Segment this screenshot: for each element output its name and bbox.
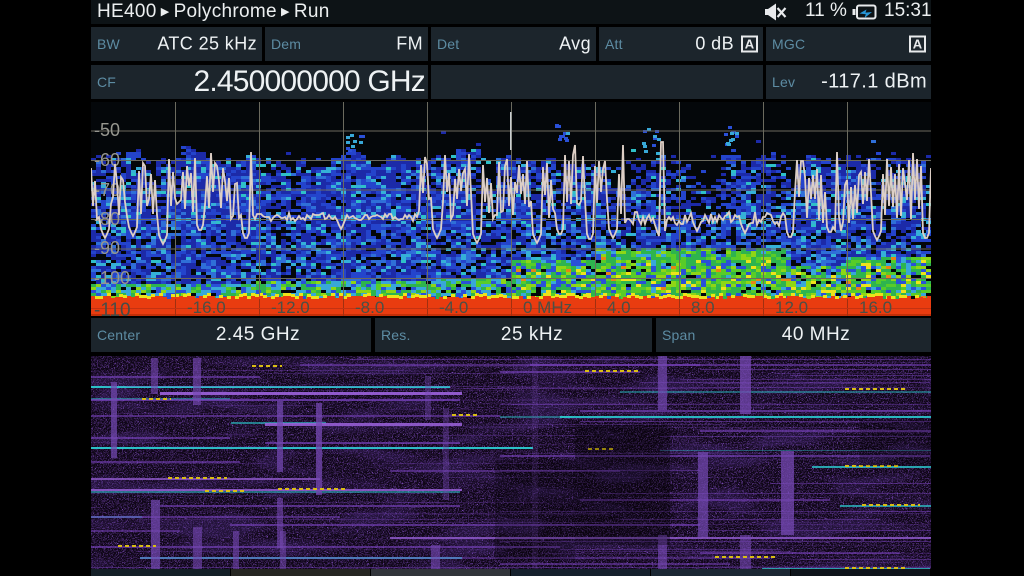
svg-text:16.0: 16.0 [859,298,892,316]
svg-text:4.0: 4.0 [607,298,631,316]
svg-text:-4.0: -4.0 [439,298,468,316]
svg-text:-16.0: -16.0 [187,298,226,316]
svg-text:0 MHz: 0 MHz [523,298,572,316]
svg-text:-60: -60 [94,150,120,170]
svg-text:-100: -100 [94,268,130,288]
svg-text:8.0: 8.0 [691,298,715,316]
svg-text:-110: -110 [94,300,131,316]
svg-text:-90: -90 [94,238,120,258]
svg-text:12.0: 12.0 [775,298,808,316]
svg-text:-50: -50 [94,120,120,140]
svg-text:-8.0: -8.0 [355,298,384,316]
svg-text:-12.0: -12.0 [271,298,310,316]
